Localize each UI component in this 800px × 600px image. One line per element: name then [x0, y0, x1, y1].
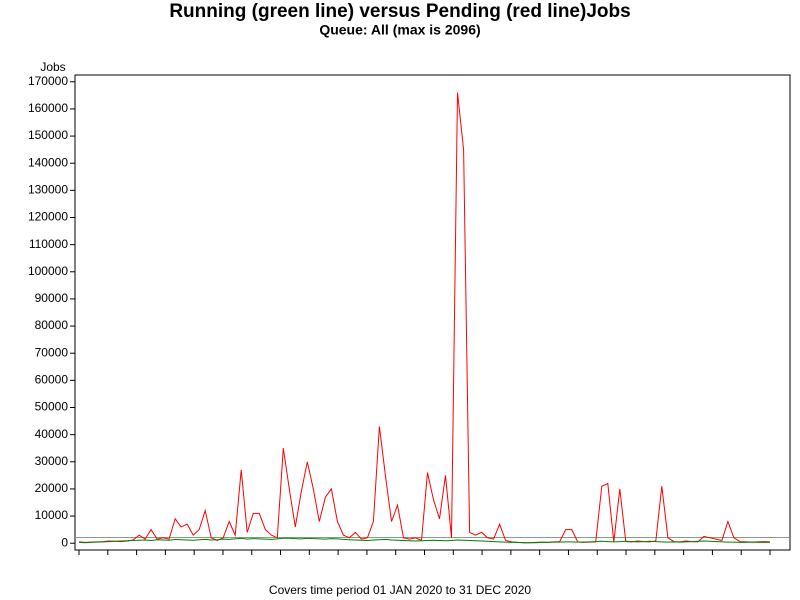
chart-title: Running (green line) versus Pending (red… [169, 1, 630, 22]
y-tick-label: 130000 [28, 183, 68, 197]
y-tick-label: 90000 [35, 291, 69, 305]
series-line [78, 537, 770, 544]
y-tick-label: 170000 [28, 74, 68, 88]
y-tick-label: 10000 [35, 508, 69, 522]
y-tick-label: 60000 [35, 373, 69, 387]
y-tick-label: 160000 [28, 101, 68, 115]
y-tick-label: 120000 [28, 210, 68, 224]
y-tick-label: 40000 [35, 427, 69, 441]
y-tick-label: 100000 [28, 264, 68, 278]
chart-subtitle: Queue: All (max is 2096) [319, 22, 480, 38]
y-tick-label: 80000 [35, 318, 69, 332]
series-line [78, 92, 771, 544]
y-tick-label: 30000 [35, 454, 69, 468]
y-tick-label: 50000 [35, 400, 69, 414]
plot-frame [74, 74, 791, 551]
footer: Covers time period 01 JAN 2020 to 31 DEC… [269, 583, 531, 597]
y-tick-label: 110000 [29, 237, 68, 251]
y-axis-label: Jobs [40, 60, 65, 74]
y-tick-label: 150000 [28, 128, 68, 142]
y-tick-label: 20000 [35, 481, 69, 495]
y-tick-label: 0 [61, 535, 68, 549]
y-tick-label: 70000 [35, 345, 69, 359]
y-tick-label: 140000 [28, 155, 68, 169]
